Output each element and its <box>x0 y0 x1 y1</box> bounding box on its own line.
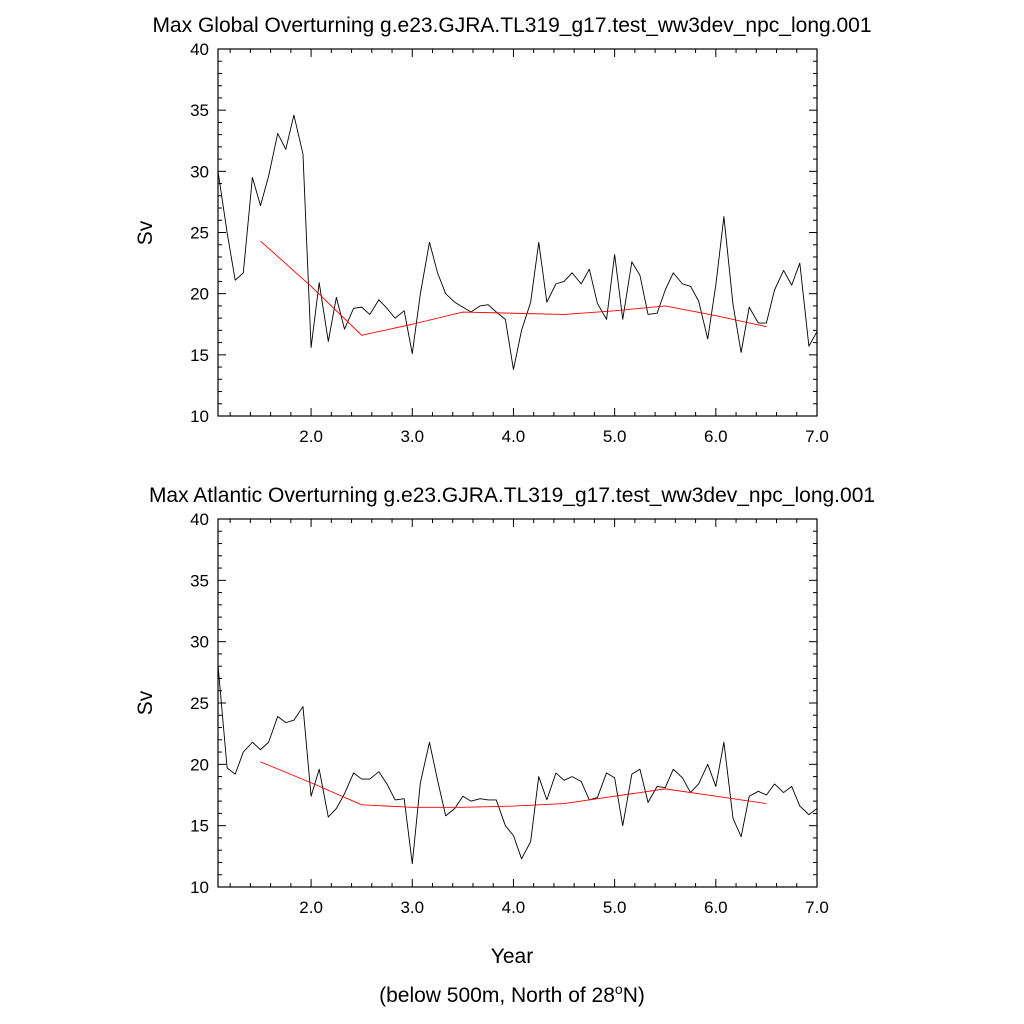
atlantic-y-tick-label: 30 <box>190 633 209 652</box>
atlantic-y-axis-label: Sv <box>134 690 157 715</box>
footnote-prefix: (below 500m, North of 28 <box>379 984 615 1007</box>
atlantic-overturning-panel: Max Atlantic Overturning g.e23.GJRA.TL31… <box>134 484 875 968</box>
atlantic-smoothed-series-line <box>260 761 767 808</box>
global-y-tick-label: 35 <box>190 101 209 120</box>
global-plot-frame <box>217 48 818 417</box>
x-axis-label: Year <box>491 945 533 968</box>
global-y-tick-label: 15 <box>190 346 209 365</box>
global-x-tick-label: 7.0 <box>805 427 829 446</box>
global-x-tick-label: 6.0 <box>704 427 728 446</box>
atlantic-y-tick-label: 15 <box>190 817 209 836</box>
atlantic-x-tick-label: 6.0 <box>704 898 728 917</box>
global-x-tick-label: 4.0 <box>502 427 526 446</box>
global-overturning-panel: Max Global Overturning g.e23.GJRA.TL319_… <box>134 14 872 446</box>
global-y-tick-label: 20 <box>190 285 209 304</box>
footnote: (below 500m, North of 28oN) <box>379 981 645 1007</box>
global-x-tick-label: 5.0 <box>603 427 627 446</box>
atlantic-y-tick-label: 35 <box>190 571 209 590</box>
atlantic-y-tick-label: 40 <box>190 510 209 529</box>
atlantic-x-tick-label: 5.0 <box>603 898 627 917</box>
global-y-axis-label: Sv <box>134 220 157 245</box>
atlantic-y-tick-label: 25 <box>190 694 209 713</box>
global-y-tick-label: 30 <box>190 162 209 181</box>
atlantic-x-tick-label: 4.0 <box>502 898 526 917</box>
global-x-tick-label: 2.0 <box>299 427 323 446</box>
atlantic-x-tick-label: 2.0 <box>299 898 323 917</box>
atlantic-x-tick-label: 3.0 <box>400 898 424 917</box>
global-overturning-title: Max Global Overturning g.e23.GJRA.TL319_… <box>152 14 871 37</box>
global-smoothed-series-line <box>260 240 767 336</box>
footnote-superscript: o <box>615 981 623 997</box>
global-y-tick-label: 25 <box>190 224 209 243</box>
global-y-tick-label: 10 <box>190 407 209 426</box>
atlantic-plot-frame <box>217 518 818 888</box>
footnote-suffix: N) <box>623 984 645 1007</box>
atlantic-x-tick-label: 7.0 <box>805 898 829 917</box>
global-y-tick-label: 40 <box>190 40 209 59</box>
atlantic-y-tick-label: 10 <box>190 878 209 897</box>
atlantic-raw-series-line <box>217 664 818 865</box>
atlantic-overturning-title: Max Atlantic Overturning g.e23.GJRA.TL31… <box>149 484 875 507</box>
atlantic-y-tick-label: 20 <box>190 755 209 774</box>
global-raw-series-line <box>217 114 818 370</box>
global-x-tick-label: 3.0 <box>400 427 424 446</box>
